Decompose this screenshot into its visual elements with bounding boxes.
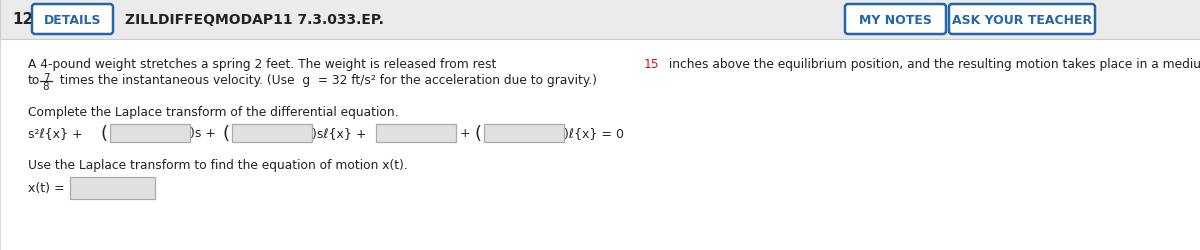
FancyBboxPatch shape <box>376 124 456 142</box>
FancyBboxPatch shape <box>110 124 190 142</box>
Text: (: ( <box>474 124 481 142</box>
Text: 8: 8 <box>43 82 49 92</box>
FancyBboxPatch shape <box>484 124 564 142</box>
Bar <box>0 0 1200 40</box>
Text: )ℓ{x} = 0: )ℓ{x} = 0 <box>564 127 624 140</box>
Text: DETAILS: DETAILS <box>43 14 101 26</box>
FancyBboxPatch shape <box>949 5 1096 35</box>
Text: 12.: 12. <box>12 12 38 28</box>
Text: ASK YOUR TEACHER: ASK YOUR TEACHER <box>952 14 1092 26</box>
Text: to: to <box>28 74 41 87</box>
FancyBboxPatch shape <box>70 177 155 199</box>
Text: (: ( <box>100 124 107 142</box>
FancyBboxPatch shape <box>845 5 946 35</box>
Text: x(t) =: x(t) = <box>28 182 65 195</box>
Text: inches above the equilibrium position, and the resulting motion takes place in a: inches above the equilibrium position, a… <box>665 58 1200 71</box>
Text: 7: 7 <box>43 73 49 83</box>
Text: )s +: )s + <box>190 127 216 140</box>
Text: 15: 15 <box>644 58 660 71</box>
Bar <box>0 40 1200 250</box>
Text: (: ( <box>222 124 229 142</box>
Text: Use the Laplace transform to find the equation of motion x(t).: Use the Laplace transform to find the eq… <box>28 158 408 171</box>
FancyBboxPatch shape <box>32 5 113 35</box>
FancyBboxPatch shape <box>232 124 312 142</box>
Text: )sℓ{x} +: )sℓ{x} + <box>312 127 366 140</box>
Text: times the instantaneous velocity. (Use  g  = 32 ft/s² for the acceleration due t: times the instantaneous velocity. (Use g… <box>56 74 598 87</box>
Text: Complete the Laplace transform of the differential equation.: Complete the Laplace transform of the di… <box>28 106 398 118</box>
Text: s²ℓ{x} +: s²ℓ{x} + <box>28 127 83 140</box>
Text: MY NOTES: MY NOTES <box>858 14 931 26</box>
Text: A 4-pound weight stretches a spring 2 feet. The weight is released from rest: A 4-pound weight stretches a spring 2 fe… <box>28 58 500 71</box>
Text: ZILLDIFFEQMODAP11 7.3.033.EP.: ZILLDIFFEQMODAP11 7.3.033.EP. <box>125 13 384 27</box>
Text: +: + <box>456 127 470 140</box>
